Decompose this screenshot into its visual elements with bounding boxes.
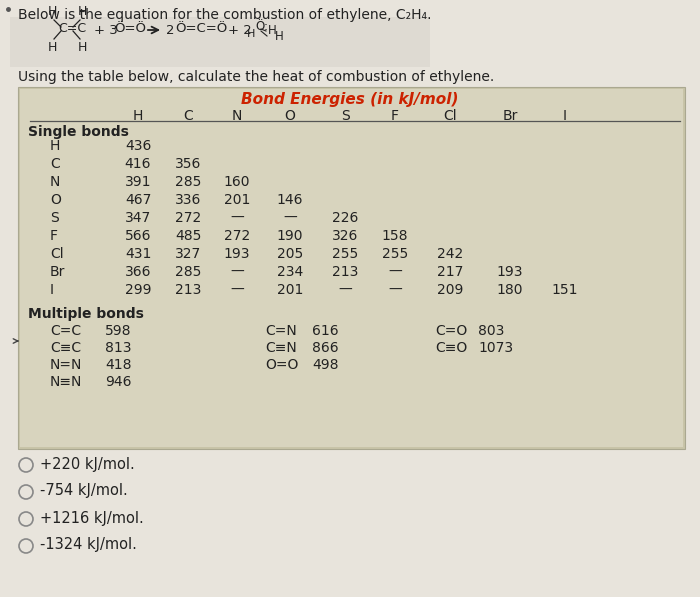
Text: 213: 213 <box>175 283 201 297</box>
Text: 347: 347 <box>125 211 151 225</box>
Text: 418: 418 <box>105 358 132 372</box>
Text: 285: 285 <box>175 175 201 189</box>
Text: 201: 201 <box>276 283 303 297</box>
Text: H: H <box>48 41 57 54</box>
Text: 1073: 1073 <box>478 341 513 355</box>
Text: 336: 336 <box>175 193 201 207</box>
Text: Ö=Ö: Ö=Ö <box>114 21 146 35</box>
Text: +1216 kJ/mol.: +1216 kJ/mol. <box>40 510 144 525</box>
Text: 193: 193 <box>224 247 251 261</box>
Text: H: H <box>77 41 87 54</box>
Text: H: H <box>77 5 87 18</box>
Text: 272: 272 <box>175 211 201 225</box>
Text: + 3: + 3 <box>94 23 118 36</box>
Text: 327: 327 <box>175 247 201 261</box>
FancyBboxPatch shape <box>18 87 685 449</box>
Text: Br: Br <box>50 265 65 279</box>
Text: C=C: C=C <box>58 23 86 35</box>
Text: N≡N: N≡N <box>50 375 83 389</box>
Text: H: H <box>247 29 256 39</box>
Text: S: S <box>341 109 349 123</box>
Text: 467: 467 <box>125 193 151 207</box>
Text: 598: 598 <box>105 324 132 338</box>
Text: C: C <box>183 109 193 123</box>
Text: 803: 803 <box>478 324 505 338</box>
Text: 209: 209 <box>437 283 463 297</box>
Text: O=O: O=O <box>265 358 298 372</box>
Text: Single bonds: Single bonds <box>28 125 129 139</box>
Text: Ö:: Ö: <box>255 20 268 32</box>
Text: 217: 217 <box>437 265 463 279</box>
Text: —: — <box>230 265 244 279</box>
Text: N: N <box>50 175 60 189</box>
FancyBboxPatch shape <box>10 17 430 67</box>
Text: 158: 158 <box>382 229 408 243</box>
Text: C=O: C=O <box>435 324 468 338</box>
Text: + 2: + 2 <box>228 23 252 36</box>
Text: 272: 272 <box>224 229 250 243</box>
Text: 326: 326 <box>332 229 358 243</box>
Text: 2: 2 <box>166 23 174 36</box>
Text: N: N <box>232 109 242 123</box>
Text: 391: 391 <box>125 175 151 189</box>
Text: 299: 299 <box>125 283 151 297</box>
Text: 255: 255 <box>332 247 358 261</box>
Text: —: — <box>230 283 244 297</box>
Text: C≡O: C≡O <box>435 341 468 355</box>
Text: 356: 356 <box>175 157 201 171</box>
Text: C=N: C=N <box>265 324 297 338</box>
Text: F: F <box>50 229 58 243</box>
Text: 151: 151 <box>552 283 578 297</box>
Text: -1324 kJ/mol.: -1324 kJ/mol. <box>40 537 137 552</box>
Text: 201: 201 <box>224 193 250 207</box>
Text: 193: 193 <box>497 265 524 279</box>
Text: 616: 616 <box>312 324 339 338</box>
Text: I: I <box>50 283 54 297</box>
Text: H: H <box>48 5 57 18</box>
Text: I: I <box>563 109 567 123</box>
Text: 213: 213 <box>332 265 358 279</box>
Text: Below is the equation for the combustion of ethylene, C₂H₄.: Below is the equation for the combustion… <box>18 8 431 22</box>
Text: —: — <box>283 211 297 225</box>
Text: Cl: Cl <box>443 109 457 123</box>
Text: 866: 866 <box>312 341 339 355</box>
Text: C=C: C=C <box>50 324 81 338</box>
Text: 226: 226 <box>332 211 358 225</box>
Text: Multiple bonds: Multiple bonds <box>28 307 144 321</box>
Text: C≡N: C≡N <box>265 341 297 355</box>
Text: H: H <box>275 29 284 42</box>
Text: 485: 485 <box>175 229 201 243</box>
Text: 146: 146 <box>276 193 303 207</box>
Text: 416: 416 <box>125 157 151 171</box>
Text: 160: 160 <box>224 175 251 189</box>
Text: S: S <box>50 211 59 225</box>
Text: —: — <box>230 211 244 225</box>
Text: 366: 366 <box>125 265 151 279</box>
Text: Ö=C=Ö: Ö=C=Ö <box>175 21 228 35</box>
Text: H: H <box>50 139 60 153</box>
Text: —: — <box>388 283 402 297</box>
Text: —: — <box>388 265 402 279</box>
Text: -754 kJ/mol.: -754 kJ/mol. <box>40 484 127 498</box>
Text: Using the table below, calculate the heat of combustion of ethylene.: Using the table below, calculate the hea… <box>18 70 494 84</box>
Text: —: — <box>338 283 352 297</box>
Text: Cl: Cl <box>50 247 64 261</box>
Text: H: H <box>268 23 277 36</box>
Text: 498: 498 <box>312 358 339 372</box>
Text: 180: 180 <box>497 283 524 297</box>
FancyBboxPatch shape <box>20 89 683 447</box>
Text: C: C <box>50 157 60 171</box>
Text: 566: 566 <box>125 229 151 243</box>
Text: 234: 234 <box>277 265 303 279</box>
Text: 813: 813 <box>105 341 132 355</box>
Text: N=N: N=N <box>50 358 83 372</box>
Text: +220 kJ/mol.: +220 kJ/mol. <box>40 457 134 472</box>
Text: Br: Br <box>503 109 518 123</box>
Text: 205: 205 <box>277 247 303 261</box>
Text: 436: 436 <box>125 139 151 153</box>
Text: 255: 255 <box>382 247 408 261</box>
Text: F: F <box>391 109 399 123</box>
Text: C≡C: C≡C <box>50 341 81 355</box>
Text: 190: 190 <box>276 229 303 243</box>
